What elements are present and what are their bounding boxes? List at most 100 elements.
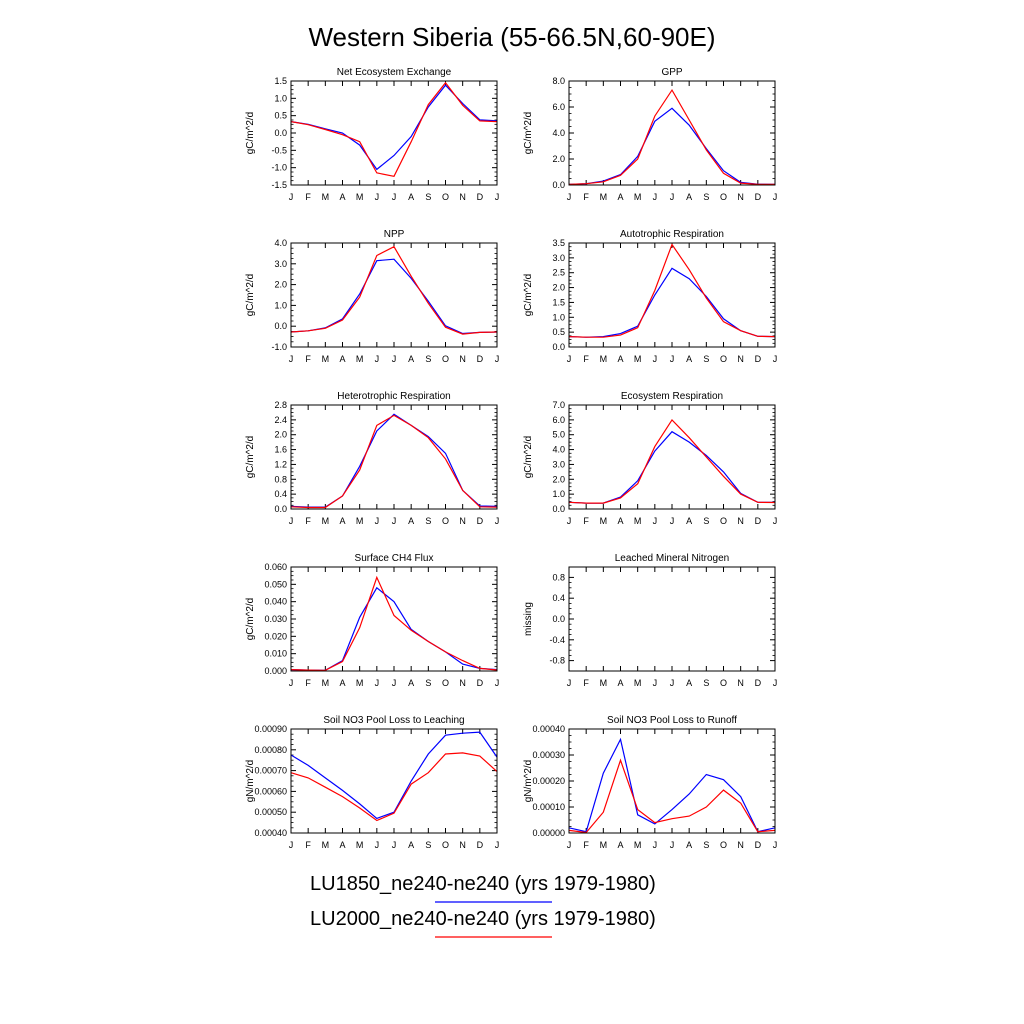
x-tick-label: J (375, 840, 380, 850)
x-tick-label: F (305, 678, 311, 688)
series-line-1 (568, 430, 775, 504)
x-tick-label: A (339, 192, 345, 202)
x-tick-label: M (322, 192, 330, 202)
x-tick-label: J (567, 678, 572, 688)
x-tick-label: S (703, 516, 709, 526)
plot-frame (290, 728, 498, 834)
panel-grid: Net Ecosystem Exchange gC/m^2/d -1.5 -1.0 -0… (245, 67, 777, 850)
y-tick-label: 0.000 (264, 666, 287, 676)
x-tick-label: J (392, 840, 397, 850)
plot-frame (568, 566, 776, 672)
x-tick-label: J (653, 354, 658, 364)
y-tick-label: 0.0 (274, 128, 287, 138)
y-tick-label: -0.8 (549, 656, 565, 666)
series-line-1 (568, 107, 776, 185)
y-tick-label: 0.5 (274, 111, 287, 121)
y-tick-label: 2.0 (552, 474, 565, 484)
panel-title: Autotrophic Respiration (620, 229, 724, 240)
y-tick-label: 1.0 (552, 489, 565, 499)
x-tick-label: A (617, 192, 623, 202)
x-tick-label: J (289, 354, 294, 364)
x-tick-label: F (305, 516, 311, 526)
series-line-1 (290, 731, 498, 820)
x-tick-label: O (442, 354, 449, 364)
y-tick-label: 1.6 (274, 445, 287, 455)
x-tick-label: A (686, 192, 692, 202)
x-tick-label: A (408, 516, 414, 526)
y-tick-label: 0.060 (264, 562, 287, 572)
x-tick-label: J (392, 354, 397, 364)
figure-title: Western Siberia (55-66.5N,60-90E) (308, 22, 715, 52)
x-tick-label: J (495, 516, 500, 526)
panel-title: Soil NO3 Pool Loss to Runoff (607, 715, 737, 726)
x-tick-label: M (356, 840, 364, 850)
y-tick-label: 4.0 (552, 128, 565, 138)
x-tick-label: A (408, 840, 414, 850)
x-tick-label: A (686, 354, 692, 364)
x-tick-label: O (720, 354, 727, 364)
y-tick-label: 1.0 (274, 300, 287, 310)
y-tick-label: 3.0 (552, 459, 565, 469)
y-tick-label: 2.0 (552, 283, 565, 293)
x-tick-label: N (737, 840, 744, 850)
series-line-2 (290, 245, 498, 335)
y-tick-label: 0.00070 (254, 766, 287, 776)
y-tick-label: 2.8 (274, 400, 287, 410)
x-tick-label: A (339, 354, 345, 364)
x-tick-label: J (773, 840, 778, 850)
x-tick-label: S (425, 516, 431, 526)
plot-frame (290, 242, 498, 348)
y-tick-label: 0.00090 (254, 724, 287, 734)
panel-9: Soil NO3 Pool Loss to LeachinggN/m^2/d0.… (245, 715, 499, 850)
x-tick-label: A (408, 192, 414, 202)
plot-frame (568, 728, 776, 834)
x-tick-label: M (634, 678, 642, 688)
x-tick-label: M (634, 192, 642, 202)
x-tick-label: M (634, 840, 642, 850)
y-axis-label: gN/m^2/d (245, 760, 256, 803)
x-tick-label: J (670, 678, 675, 688)
x-tick-label: J (670, 192, 675, 202)
x-tick-label: S (703, 840, 709, 850)
x-tick-label: N (459, 354, 466, 364)
x-tick-label: A (339, 840, 345, 850)
y-tick-label: 0.040 (264, 597, 287, 607)
x-tick-label: A (686, 516, 692, 526)
x-tick-label: A (339, 516, 345, 526)
y-tick-label: 4.0 (274, 238, 287, 248)
y-axis-label: gC/m^2/d (245, 112, 256, 155)
panel-title: Heterotrophic Respiration (337, 391, 450, 402)
y-tick-label: 0.00030 (532, 750, 565, 760)
y-tick-label: 0.4 (552, 593, 565, 603)
y-tick-label: 0.8 (552, 572, 565, 582)
x-tick-label: J (375, 192, 380, 202)
y-tick-label: 1.0 (274, 93, 287, 103)
x-tick-label: J (375, 678, 380, 688)
y-tick-label: -1.5 (271, 180, 287, 190)
x-tick-label: S (703, 192, 709, 202)
x-tick-label: D (477, 678, 484, 688)
x-tick-label: J (289, 516, 294, 526)
y-tick-label: -0.5 (271, 145, 287, 155)
series-line-1 (568, 267, 776, 338)
y-tick-label: 0.050 (264, 579, 287, 589)
y-tick-label: 1.5 (274, 76, 287, 86)
y-tick-label: 3.0 (552, 253, 565, 263)
panel-title: Net Ecosystem Exchange (337, 67, 452, 78)
x-tick-label: J (567, 354, 572, 364)
x-tick-label: J (375, 354, 380, 364)
x-tick-label: D (755, 516, 762, 526)
y-tick-label: 0.00040 (532, 724, 565, 734)
x-tick-label: J (773, 678, 778, 688)
y-tick-label: 0.00060 (254, 786, 287, 796)
y-axis-label: missing (523, 602, 534, 636)
x-tick-label: M (322, 354, 330, 364)
y-tick-label: -0.4 (549, 635, 565, 645)
series-line-2 (568, 243, 776, 338)
y-axis-label: gC/m^2/d (245, 436, 256, 479)
x-tick-label: J (567, 840, 572, 850)
series-line-1 (568, 737, 776, 833)
plot-frame (568, 80, 776, 186)
x-tick-label: J (653, 516, 658, 526)
